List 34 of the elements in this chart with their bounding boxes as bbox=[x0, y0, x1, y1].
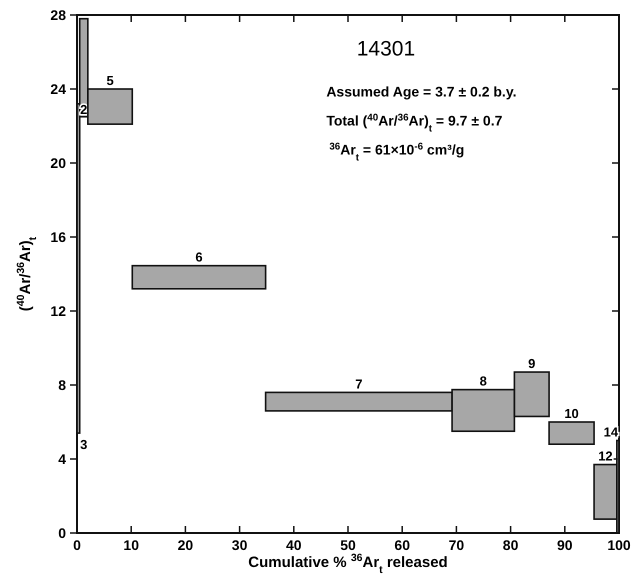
x-tick-label: 70 bbox=[448, 537, 464, 553]
annotation: Total ($^{40}$Ar/$^{36}$Ar)$_{t}$ = 9.7 ± 0.7 bbox=[326, 112, 503, 134]
y-tick-label: 0 bbox=[58, 525, 66, 541]
y-tick-label: 20 bbox=[50, 155, 66, 171]
y-tick-label: 24 bbox=[50, 81, 66, 97]
y-tick-label: 4 bbox=[58, 451, 66, 467]
x-tick-label: 90 bbox=[557, 537, 573, 553]
x-tick-label: 40 bbox=[286, 537, 302, 553]
annotation: 3 bbox=[80, 437, 88, 452]
y-tick-label: 28 bbox=[50, 7, 66, 23]
x-tick-label: 100 bbox=[607, 537, 631, 553]
x-tick-label: 0 bbox=[73, 537, 82, 553]
x-tick-label: 10 bbox=[123, 537, 140, 553]
text: 14301 bbox=[356, 38, 416, 61]
x-axis-title: Cumulative % $^{36}$Ar$_{t}$ released bbox=[248, 552, 448, 576]
annotation: 6 bbox=[195, 250, 203, 265]
annotation: 2 bbox=[80, 102, 88, 117]
annotation: 14 bbox=[604, 424, 619, 440]
annotation: $^{36}$Ar$_{t}$ = 61×10$^{-6}$ cm³/g bbox=[329, 140, 464, 163]
annotation: 12 bbox=[598, 448, 613, 464]
x-tick-label: 30 bbox=[232, 537, 248, 553]
y-tick-label: 8 bbox=[58, 377, 66, 393]
annotation: 5 bbox=[106, 73, 114, 88]
annotation: 10 bbox=[564, 406, 579, 421]
annotation: 9 bbox=[528, 356, 536, 372]
annotation: Assumed Age = 3.7 ± 0.2 b.y. bbox=[326, 83, 516, 100]
y-tick-label: 12 bbox=[50, 303, 66, 319]
x-tick-label: 20 bbox=[178, 537, 194, 553]
annotation: 8 bbox=[480, 374, 487, 389]
x-tick-label: 60 bbox=[394, 537, 410, 553]
x-tick-label: 50 bbox=[340, 537, 356, 553]
y-tick-label: 16 bbox=[50, 229, 66, 245]
x-tick-label: 80 bbox=[502, 537, 519, 553]
annotation: 7 bbox=[355, 376, 362, 392]
